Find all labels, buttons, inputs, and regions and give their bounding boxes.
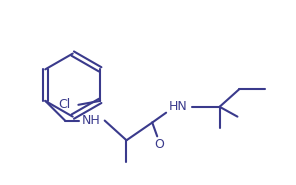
Text: HN: HN (169, 100, 187, 113)
Text: NH: NH (81, 114, 100, 127)
Text: Cl: Cl (58, 98, 70, 111)
Text: O: O (154, 138, 164, 151)
